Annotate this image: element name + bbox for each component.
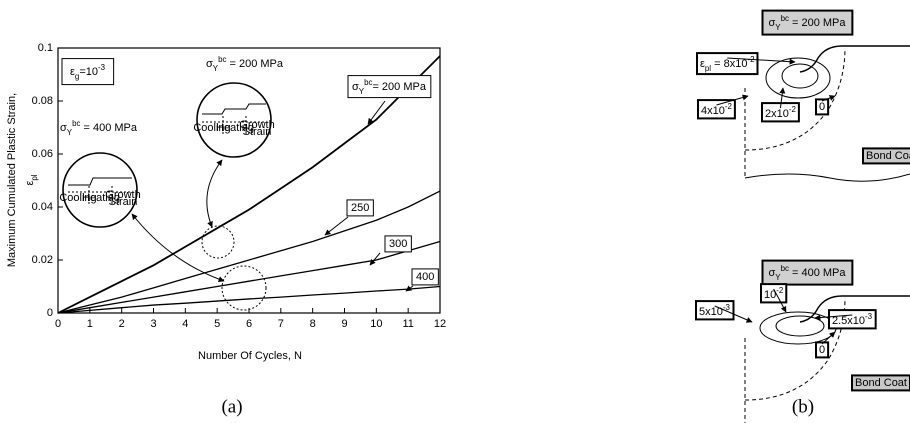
inset-label: Strain xyxy=(243,126,272,138)
zoom-region xyxy=(202,226,234,258)
x-tick-label: 3 xyxy=(150,318,156,330)
series-line xyxy=(58,241,440,313)
panel-title: σYbc = 200 MPa xyxy=(768,14,846,32)
panel-title-part: Y xyxy=(775,273,781,282)
bond-coat-boundary xyxy=(745,48,845,150)
x-tick-label: 11 xyxy=(402,318,413,330)
inset-title-part: bc xyxy=(218,55,226,64)
y-tick-label: 0.02 xyxy=(32,254,53,266)
y-tick-label: 0.08 xyxy=(32,95,53,107)
x-tick-label: 6 xyxy=(246,318,252,330)
zoom-arrow xyxy=(207,160,222,227)
figure: (a) (b) 012345678910111200.020.040.060.0… xyxy=(0,0,910,423)
x-tick-label: 8 xyxy=(310,318,316,330)
x-tick-label: 0 xyxy=(55,318,61,330)
x-axis-label: Number Of Cycles, N xyxy=(198,350,302,362)
contour-label-part: -2 xyxy=(725,102,732,111)
y-axis-label: Maximum Cumulated Plastic Strain, xyxy=(6,93,18,267)
contour-label-part: -3 xyxy=(865,312,873,321)
contour-label-part: -2 xyxy=(776,286,783,295)
bond-coat-label: Bond Coat xyxy=(866,150,910,162)
x-tick-label: 12 xyxy=(434,318,446,330)
contour-label: 0 xyxy=(819,344,825,356)
inset-label: Strain xyxy=(109,196,138,208)
series-label: 400 xyxy=(416,271,434,283)
coating-surface xyxy=(800,46,910,72)
series-label-part: = 200 MPa xyxy=(372,81,426,93)
x-tick-label: 1 xyxy=(87,318,93,330)
inset-title: σYbc = 200 MPa xyxy=(206,55,284,73)
x-tick-label: 2 xyxy=(119,318,125,330)
contour-label-part: 4x10 xyxy=(701,105,725,117)
caption-b: (b) xyxy=(792,396,814,417)
panel-title-part: = 400 MPa xyxy=(789,267,846,279)
annotation-part: =10 xyxy=(79,66,98,78)
panel-title-part: bc xyxy=(781,264,789,273)
inset-title: σYbc = 400 MPa xyxy=(60,119,138,137)
contour xyxy=(782,64,818,88)
x-tick-label: 4 xyxy=(182,318,188,330)
y-tick-label: 0.04 xyxy=(32,201,53,213)
y-tick-label: 0 xyxy=(47,307,53,319)
inset-title-part: = 400 MPa xyxy=(80,122,137,134)
inset-title-part: bc xyxy=(72,119,80,128)
inset-title-part: Y xyxy=(67,128,73,137)
panel-title-part: bc xyxy=(781,14,789,23)
contour-label: 0 xyxy=(819,101,825,113)
series-label: σYbc= 200 MPa xyxy=(352,78,427,96)
x-tick-label: 7 xyxy=(278,318,284,330)
series-label-part: Y xyxy=(359,87,365,96)
panel-title-part: = 200 MPa xyxy=(789,17,846,29)
x-tick-label: 5 xyxy=(214,318,220,330)
contour-label-part: 0 xyxy=(819,344,825,356)
inset-title-part: Y xyxy=(213,64,219,73)
label-arrow xyxy=(325,217,348,235)
y-tick-label: 0.1 xyxy=(38,42,53,54)
y-tick-label: 0.06 xyxy=(32,148,53,160)
panel-title-part: Y xyxy=(775,23,781,32)
contour xyxy=(776,316,824,336)
x-tick-label: 9 xyxy=(341,318,347,330)
zoom-region xyxy=(222,266,266,310)
series-label-part: bc xyxy=(364,78,372,87)
x-tick-label: 10 xyxy=(370,318,382,330)
y-axis-symbol-part: pl xyxy=(30,174,39,180)
bond-coat-label: Bond Coat xyxy=(855,377,907,389)
contour-label-part: 2x10 xyxy=(765,108,789,120)
annotation-part: -3 xyxy=(98,63,106,72)
contour-label-part: = 8x10 xyxy=(711,58,747,70)
caption-a: (a) xyxy=(221,396,242,417)
series-label: 250 xyxy=(351,202,369,214)
substrate-edge xyxy=(745,174,910,181)
contour-label-part: 0 xyxy=(819,101,825,113)
series-label: 300 xyxy=(389,238,407,250)
contour-label-part: -2 xyxy=(789,105,796,114)
y-axis-symbol: εpl xyxy=(24,174,39,185)
inset-title-part: = 200 MPa xyxy=(226,58,283,70)
panel-title: σYbc = 400 MPa xyxy=(768,264,846,282)
